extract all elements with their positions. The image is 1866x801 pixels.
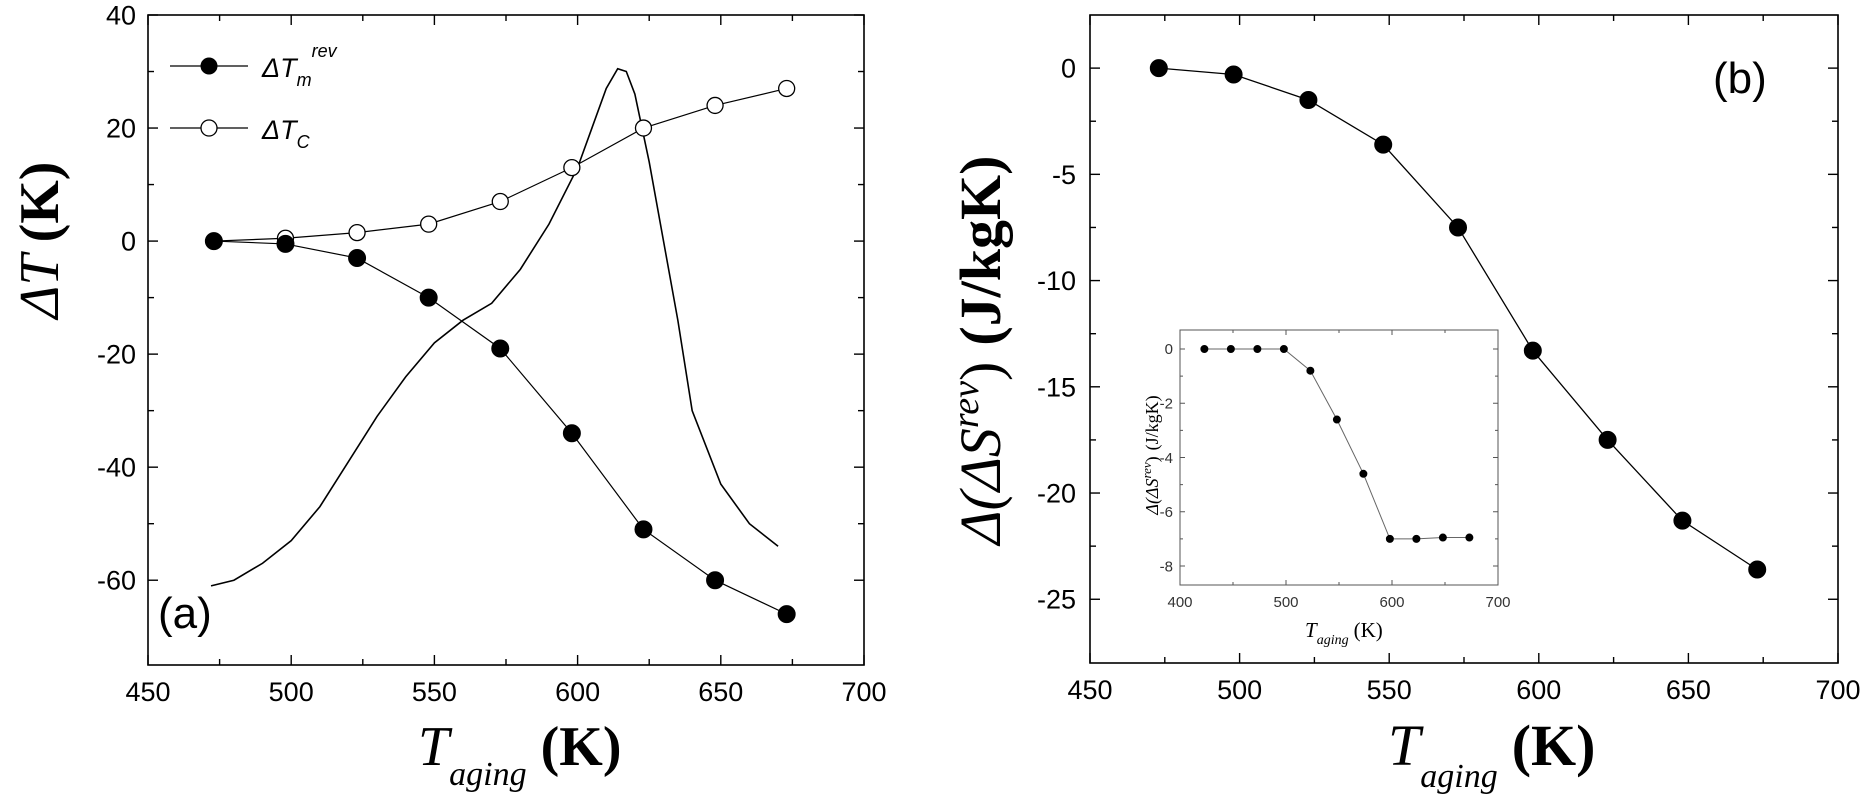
data-point [1253,344,1262,353]
panel-b-x-axis-title: Taging (K) [1388,713,1595,795]
x-tick-label: 650 [698,677,743,707]
data-point [634,119,653,137]
y-tick-label: -4 [1160,450,1173,467]
y-tick-label: 0 [121,227,136,257]
panel-b-data [1149,59,1767,579]
x-tick-label: 400 [1167,594,1192,611]
data-point [1306,366,1315,375]
x-tick-label: 500 [269,677,314,707]
y-tick-label: 0 [1061,54,1076,84]
data-point [563,158,581,177]
inset-x-axis-title: Taging (K) [1305,618,1383,648]
x-tick-label: 600 [555,677,600,707]
data-point [348,223,366,242]
panel-a-y-ticks: -60 -40 -20 0 20 40 [97,0,864,596]
data-point [491,339,510,358]
x-tick-label: 700 [1815,675,1860,705]
data-point [1385,534,1394,543]
data-point [1332,415,1341,424]
data-point [420,215,438,233]
y-tick-label: 40 [106,0,136,30]
x-tick-label: 700 [1485,594,1510,611]
series-line-ΔT_C [213,87,787,242]
data-point [777,605,796,624]
data-point [706,96,724,115]
y-tick-label: -8 [1160,558,1173,575]
panel-a-legend: ΔTmrev ΔTC [170,41,338,152]
y-tick-label: -5 [1052,160,1076,190]
panel-b-inset: 400 500 600 700 -8 -6 -4 -2 0 Δ(ΔSrev)(J/kgK) T… [1139,329,1511,648]
x-tick-label: 450 [1067,675,1112,705]
data-point [1465,533,1474,542]
data-point [1598,430,1617,449]
legend-label-dTc: ΔTC [261,115,311,152]
x-tick-label: 650 [1666,675,1711,705]
panel-a-y-axis-title: ΔT(K) [9,162,71,321]
inset-y-axis-title: Δ(ΔSrev)(J/kgK) [1139,395,1163,515]
data-point [1449,218,1468,237]
x-tick-label: 700 [841,677,886,707]
data-point [1279,344,1288,353]
y-tick-label: -40 [97,453,136,483]
panel-b: 450 500 550 600 650 700 -25-20-15-10-50 (b) Δ… [945,14,1861,795]
y-tick-label: -20 [1037,478,1076,508]
x-tick-label: 500 [1273,594,1298,611]
panel-b-y-axis-title: Δ(ΔSrev)(J/kgK) [945,156,1013,547]
x-tick-label: 550 [412,677,457,707]
data-point [1412,534,1421,543]
data-point [778,79,796,98]
data-point [634,520,653,539]
panel-b-x-ticks: 450 500 550 600 650 700 [1067,15,1861,705]
y-tick-label: -25 [1037,585,1076,615]
series-line-background-curve [210,67,779,587]
data-point [1438,533,1447,542]
data-point [1523,341,1542,360]
data-point [491,192,509,211]
inset-data [1200,344,1474,543]
y-tick-label: -20 [97,340,136,370]
data-point [1149,59,1168,78]
panel-b-y-ticks: -25-20-15-10-50 [1037,54,1838,615]
legend-label-dTm: ΔTmrev [261,41,338,90]
series-line-ΔT_m^rev [213,240,787,615]
panel-a-label: (a) [158,589,212,638]
y-tick-label: 0 [1165,341,1173,358]
y-tick-label: -15 [1037,372,1076,402]
data-point [1299,90,1318,109]
panel-a-x-axis-title: Taging (K) [418,716,621,793]
data-point [1374,135,1393,154]
data-point [1200,344,1209,353]
legend-marker-filled-circle [200,57,218,75]
data-point [419,288,438,307]
panel-a-x-ticks: 450 500 550 600 650 700 [125,15,887,707]
inset-background [1180,330,1505,595]
data-point [1226,344,1235,353]
data-point [562,424,581,443]
y-tick-label: -2 [1160,395,1173,412]
data-point [706,571,725,590]
x-tick-label: 550 [1367,675,1412,705]
y-tick-label: -60 [97,566,136,596]
data-point [1673,511,1692,530]
x-tick-label: 450 [125,677,170,707]
inset-x-ticks: 400 500 600 700 [1167,330,1511,611]
panel-b-label: (b) [1713,54,1767,103]
y-tick-label: 20 [106,113,136,143]
x-tick-label: 500 [1217,675,1262,705]
data-point [1224,65,1243,84]
data-point [1748,560,1767,579]
data-point [276,234,295,253]
y-tick-label: -10 [1037,266,1076,296]
x-tick-label: 600 [1379,594,1404,611]
panel-a: 450 500 550 600 650 700 -60 -40 -20 0 20 40 ΔTmrev… [9,0,887,793]
data-point [348,249,367,268]
data-point [1359,469,1368,478]
x-tick-label: 600 [1516,675,1561,705]
legend-marker-open-circle [200,119,218,137]
data-point [204,232,223,251]
panel-a-data [204,67,796,624]
inset-y-ticks: -8 -6 -4 -2 0 [1160,341,1498,575]
y-tick-label: -6 [1160,504,1173,521]
